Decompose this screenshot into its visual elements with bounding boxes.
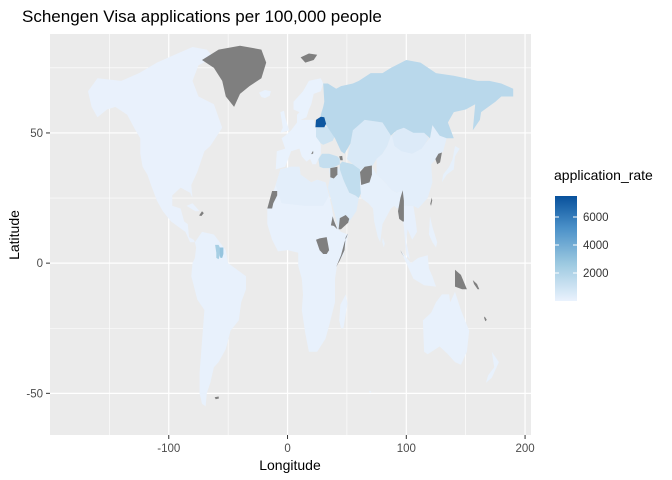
region-south-america	[191, 231, 246, 407]
legend-tick-label: 6000	[583, 212, 609, 224]
region-sri-lanka	[382, 237, 385, 248]
region-europe	[275, 78, 324, 170]
region-turkey	[318, 153, 340, 169]
legend: application_rate 2000 4000 6000	[554, 167, 653, 301]
region-cuba	[186, 203, 200, 212]
legend-colorbar	[555, 196, 577, 301]
region-united-kingdom	[280, 110, 290, 133]
region-yemen	[338, 215, 350, 230]
region-fiji-area	[484, 316, 487, 322]
region-iran	[339, 161, 362, 198]
x-axis-title: Longitude	[259, 457, 321, 473]
legend-ticks: 2000 4000 6000	[555, 212, 609, 280]
region-southeast-asia	[402, 205, 417, 260]
region-afghanistan	[360, 165, 372, 185]
region-japan	[441, 146, 460, 183]
legend-tick-label: 4000	[583, 240, 609, 252]
region-svalbard	[300, 53, 318, 63]
y-tick-label: 50	[30, 128, 43, 140]
region-falklands	[214, 396, 219, 400]
y-axis-ticks: -50 0 50	[26, 128, 50, 400]
region-taiwan	[430, 197, 433, 206]
region-northern-africa	[275, 166, 330, 206]
region-indonesia	[400, 250, 436, 287]
region-suriname	[219, 247, 224, 258]
region-iceland	[259, 90, 271, 99]
region-hispaniola	[199, 211, 204, 216]
chart-title: Schengen Visa applications per 100,000 p…	[22, 7, 382, 26]
region-greenland	[202, 45, 267, 107]
region-north-america	[88, 47, 223, 243]
x-tick-label: 200	[515, 443, 534, 455]
region-somalia	[336, 233, 349, 267]
region-middle-east	[327, 166, 359, 230]
y-tick-label: 0	[37, 258, 43, 270]
x-tick-label: 0	[284, 443, 290, 455]
region-eritrea	[330, 216, 338, 230]
region-africa	[267, 166, 349, 352]
region-china	[376, 125, 447, 209]
region-guyana	[215, 244, 221, 260]
legend-tick-label: 2000	[583, 268, 609, 280]
region-madagascar	[339, 294, 348, 329]
region-western-sahara	[267, 191, 278, 209]
region-russia	[320, 60, 514, 154]
region-central-asia	[346, 119, 391, 170]
region-antarctic-islands	[369, 390, 372, 393]
x-tick-label: 100	[397, 443, 416, 455]
region-philippines	[428, 216, 438, 248]
region-new-zealand	[485, 351, 499, 383]
region-solomon-islands	[472, 280, 480, 290]
map-regions	[88, 45, 514, 407]
region-nagorno-area	[339, 155, 343, 161]
region-papua-new-guinea	[455, 269, 467, 290]
x-tick-label: -100	[157, 443, 180, 455]
region-belarus	[315, 116, 327, 128]
region-north-korea	[435, 152, 442, 165]
region-south-sudan	[316, 237, 330, 254]
region-syria	[330, 166, 338, 179]
region-myanmar	[398, 190, 404, 222]
region-northern-territory-interior	[400, 250, 404, 257]
region-australia	[422, 291, 470, 365]
region-kosovo	[311, 150, 314, 155]
y-tick-label: -50	[26, 388, 43, 400]
y-axis-title: Latitude	[6, 210, 22, 260]
x-axis-ticks: -100 0 100 200	[157, 435, 535, 455]
legend-title: application_rate	[554, 167, 653, 183]
region-mongolia	[392, 127, 429, 154]
region-south-asia	[360, 166, 403, 243]
